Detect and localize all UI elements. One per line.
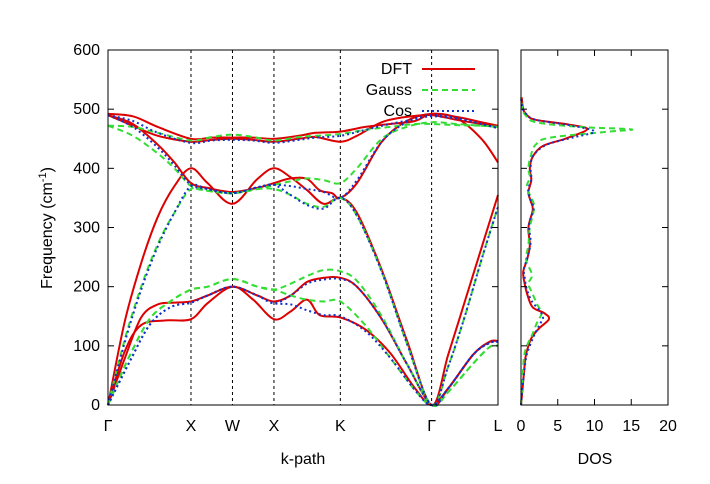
series-cos: [107, 113, 499, 407]
y-tick-label: 0: [91, 397, 100, 414]
band-line: [107, 277, 499, 406]
band-line: [107, 113, 499, 143]
dos-x-axis-label: DOS: [578, 451, 613, 468]
legend-label: Cos: [384, 103, 412, 120]
y-tick-label: 400: [73, 160, 100, 177]
legend-label: DFT: [381, 61, 412, 78]
dos-panel: 0 5 10 15 20 DOS: [517, 49, 677, 468]
band-line: [107, 121, 499, 195]
dos-plot-frame: [520, 49, 669, 406]
series-dft: [107, 112, 499, 407]
frequency-axis-ticks: 0 100 200 300 400 500 600: [73, 42, 498, 414]
dos-line-cos: [520, 97, 596, 406]
dos-line-gauss: [520, 97, 634, 406]
high-symmetry-lines: [190, 50, 433, 405]
band-line: [107, 275, 499, 407]
y-axis-label: Frequency (cm-1): [37, 167, 56, 289]
x-tick-label: X: [269, 418, 280, 435]
x-tick-label: K: [335, 418, 346, 435]
y-tick-label: 600: [73, 42, 100, 59]
band-line: [107, 113, 499, 200]
dos-tick-label: 5: [553, 418, 562, 435]
y-tick-label: 300: [73, 220, 100, 237]
band-line: [107, 114, 499, 145]
band-line: [107, 277, 499, 407]
y-axis-label-main: Frequency (cm: [39, 182, 56, 289]
dos-tick-label: 10: [586, 418, 604, 435]
legend: DFT Gauss Cos: [366, 61, 475, 120]
x-tick-label: Γ: [104, 418, 113, 435]
band-line: [107, 122, 499, 142]
dos-axis-ticks: 0 5 10 15 20: [517, 50, 677, 435]
legend-label: Gauss: [366, 82, 412, 99]
dos-tick-label: 20: [659, 418, 677, 435]
band-line: [107, 167, 499, 406]
x-tick-label: X: [186, 418, 197, 435]
x-axis-label: k-path: [281, 451, 325, 468]
dispersion-panel: 0 100 200 300 400 500 600 Γ X W X K Γ L k-path Frequ…: [37, 42, 503, 468]
band-line: [107, 183, 499, 407]
dos-curves: [520, 97, 634, 406]
series-gauss: [107, 121, 499, 408]
x-tick-label: W: [225, 418, 241, 435]
dispersion-curves: [107, 112, 499, 408]
band-line: [107, 186, 499, 407]
band-line: [107, 112, 499, 141]
y-axis-label-close: ): [39, 167, 56, 172]
y-tick-label: 500: [73, 101, 100, 118]
x-tick-label: Γ: [427, 418, 436, 435]
dispersion-plot-frame: [107, 49, 499, 406]
band-line: [107, 268, 499, 408]
dos-line-dft: [520, 97, 589, 406]
y-tick-label: 100: [73, 338, 100, 355]
band-line: [107, 285, 499, 406]
x-tick-label: L: [494, 418, 503, 435]
y-tick-label: 200: [73, 279, 100, 296]
dos-tick-label: 15: [622, 418, 640, 435]
dos-tick-label: 0: [517, 418, 526, 435]
y-axis-label-superscript: -1: [37, 172, 49, 182]
dos-y-ticks: [521, 49, 668, 406]
